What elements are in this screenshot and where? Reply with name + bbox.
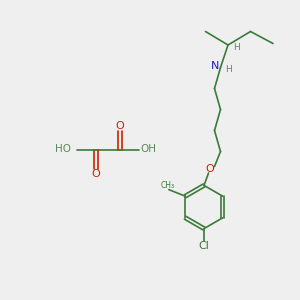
Text: N: N bbox=[211, 61, 219, 71]
Text: H: H bbox=[233, 44, 240, 52]
Text: Cl: Cl bbox=[199, 241, 209, 251]
Text: OH: OH bbox=[140, 144, 156, 154]
Text: O: O bbox=[206, 164, 214, 175]
Text: O: O bbox=[116, 121, 124, 131]
Text: O: O bbox=[92, 169, 100, 179]
Text: H: H bbox=[226, 65, 232, 74]
Text: HO: HO bbox=[55, 144, 70, 154]
Text: CH₃: CH₃ bbox=[160, 181, 174, 190]
